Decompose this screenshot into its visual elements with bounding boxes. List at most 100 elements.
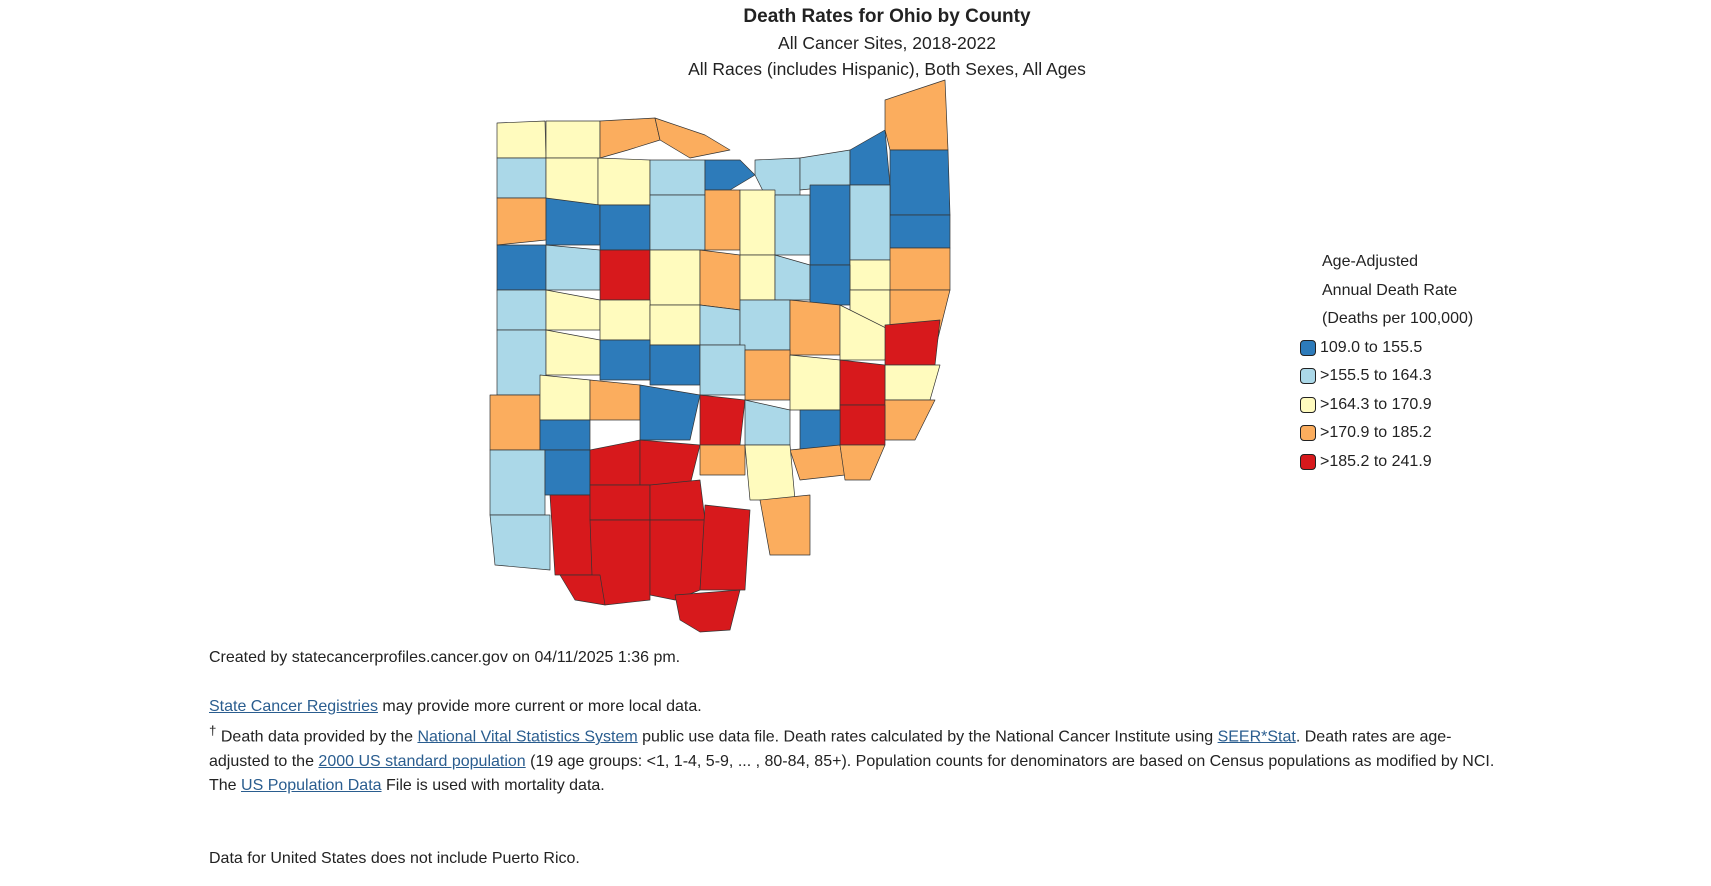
county-region[interactable] (884, 214, 951, 249)
county-region[interactable] (744, 444, 796, 501)
county-region[interactable] (674, 589, 741, 633)
registries-text: may provide more current or more local d… (377, 697, 702, 715)
seer-stat-link[interactable]: SEER*Stat (1217, 728, 1296, 746)
county-region[interactable] (599, 249, 651, 301)
pop-post-text: File is used with mortality data. (381, 777, 605, 795)
county-region[interactable] (884, 319, 941, 366)
county-region[interactable] (597, 157, 651, 206)
registries-note: State Cancer Registries may provide more… (209, 695, 1509, 720)
county-region[interactable] (599, 339, 651, 381)
county-region[interactable] (839, 404, 886, 446)
county-region[interactable] (496, 244, 547, 291)
county-region[interactable] (489, 514, 551, 571)
county-region[interactable] (599, 117, 661, 159)
county-region[interactable] (589, 484, 651, 521)
county-region[interactable] (649, 159, 706, 196)
county-region[interactable] (744, 399, 791, 446)
county-region[interactable] (589, 519, 651, 606)
county-region[interactable] (739, 299, 791, 351)
county-region[interactable] (639, 439, 701, 486)
legend-swatch (1300, 396, 1316, 413)
county-region[interactable] (599, 299, 651, 341)
legend-label: >185.2 to 241.9 (1320, 452, 1432, 470)
county-region[interactable] (496, 120, 547, 159)
county-region[interactable] (704, 189, 741, 251)
county-region[interactable] (545, 329, 601, 376)
county-region[interactable] (884, 247, 951, 291)
county-region[interactable] (739, 254, 776, 301)
county-region[interactable] (539, 419, 591, 451)
county-region[interactable] (699, 344, 746, 396)
county-region[interactable] (884, 399, 936, 441)
county-region[interactable] (799, 149, 851, 191)
county-region[interactable] (809, 264, 851, 306)
county-region[interactable] (889, 149, 951, 216)
county-region[interactable] (489, 449, 546, 516)
puerto-rico-note: Data for United States does not include … (209, 849, 580, 867)
county-region[interactable] (884, 364, 941, 401)
county-region[interactable] (744, 349, 791, 401)
created-note: Created by statecancerprofiles.cancer.go… (209, 649, 681, 666)
county-region[interactable] (849, 184, 891, 261)
county-region[interactable] (774, 194, 811, 256)
county-region[interactable] (496, 197, 547, 246)
county-region[interactable] (649, 519, 706, 601)
seer-post-text: . Death rates are age-adjusted to the (209, 728, 1452, 770)
county-region[interactable] (699, 444, 746, 476)
county-region[interactable] (649, 479, 706, 521)
county-region[interactable] (789, 444, 846, 481)
county-region[interactable] (699, 504, 751, 591)
county-region[interactable] (789, 299, 841, 356)
county-region[interactable] (649, 304, 701, 346)
legend-item: 109.0 to 155.5 (1300, 334, 1473, 363)
us-population-data-link[interactable]: US Population Data (241, 777, 382, 795)
county-region[interactable] (699, 249, 741, 311)
county-region[interactable] (839, 359, 886, 406)
legend-swatch (1300, 339, 1316, 356)
county-region[interactable] (545, 120, 601, 159)
county-region[interactable] (654, 117, 731, 159)
county-region[interactable] (649, 249, 701, 306)
county-region[interactable] (539, 374, 591, 421)
county-region[interactable] (799, 409, 841, 451)
map-subtitle-population: All Races (includes Hispanic), Both Sexe… (688, 59, 1086, 79)
county-region[interactable] (759, 494, 811, 556)
county-region[interactable] (839, 444, 886, 481)
county-region[interactable] (545, 197, 601, 246)
county-region[interactable] (496, 329, 547, 396)
county-region[interactable] (699, 304, 741, 346)
county-region[interactable] (589, 379, 641, 421)
county-region[interactable] (774, 254, 811, 301)
county-region[interactable] (544, 449, 591, 496)
legend-label: >164.3 to 170.9 (1320, 395, 1432, 413)
population-data-note: The US Population Data File is used with… (209, 774, 1509, 799)
county-region[interactable] (809, 184, 851, 266)
county-region[interactable] (545, 244, 601, 291)
county-region[interactable] (496, 157, 547, 199)
county-region[interactable] (754, 157, 801, 196)
standard-population-link[interactable]: 2000 US standard population (318, 752, 526, 770)
county-region[interactable] (789, 354, 841, 411)
county-region[interactable] (559, 574, 606, 606)
county-region[interactable] (849, 129, 891, 186)
county-region[interactable] (589, 439, 641, 486)
legend-item: >164.3 to 170.9 (1300, 391, 1473, 420)
county-region[interactable] (639, 384, 701, 441)
pop-pre-text: The (209, 777, 242, 795)
county-region[interactable] (599, 204, 651, 251)
county-region[interactable] (739, 189, 776, 256)
county-region[interactable] (545, 157, 599, 206)
state-cancer-registries-link[interactable]: State Cancer Registries (209, 697, 378, 715)
county-region[interactable] (496, 289, 547, 331)
nvss-pre-text: Death data provided by the (216, 728, 418, 746)
county-region[interactable] (545, 289, 601, 331)
county-region[interactable] (649, 194, 706, 251)
county-region[interactable] (884, 79, 949, 151)
county-region[interactable] (649, 344, 701, 386)
county-region[interactable] (849, 259, 891, 291)
nvss-link[interactable]: National Vital Statistics System (417, 728, 638, 746)
county-region[interactable] (704, 159, 756, 191)
county-region[interactable] (699, 394, 746, 446)
county-region[interactable] (549, 494, 596, 576)
county-region[interactable] (489, 394, 541, 451)
